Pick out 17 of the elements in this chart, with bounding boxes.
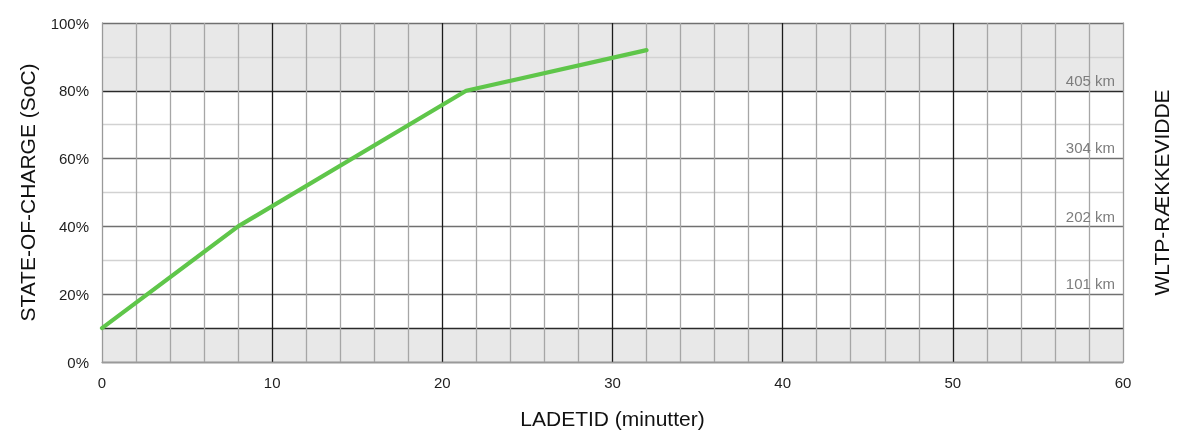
- x-tick-label: 0: [97, 374, 107, 391]
- y2-axis-title: WLTP-RÆKKEVIDDE: [1150, 89, 1173, 296]
- y-tick-label: 40%: [58, 217, 89, 235]
- y-tick-label: 100%: [50, 14, 89, 32]
- x-tick-label: 30: [604, 374, 621, 391]
- y-tick-label: 80%: [58, 82, 89, 100]
- y-tick-label: 60%: [58, 150, 89, 168]
- x-tick-label: 60: [1114, 374, 1132, 391]
- x-tick-label: 50: [944, 374, 962, 391]
- x-tick-label: 20: [433, 374, 451, 391]
- x-tick-label: 10: [263, 374, 281, 391]
- x-tick-label: 40: [774, 374, 792, 391]
- x-axis-title: LADETID (minutter): [520, 407, 705, 430]
- y-axis-title: STATE-OF-CHARGE (SoC): [16, 63, 39, 322]
- y-tick-label: 0%: [67, 353, 89, 371]
- y-tick-label: 20%: [58, 285, 89, 303]
- line-series: [99, 48, 649, 331]
